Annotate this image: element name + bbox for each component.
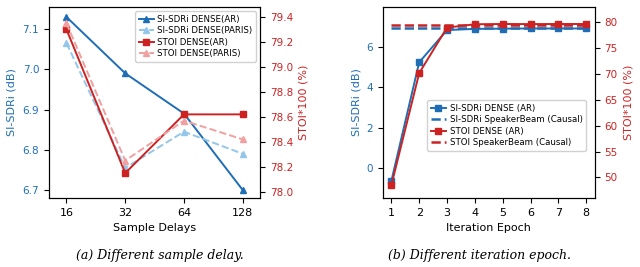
STOI DENSE(PARIS) [180, 119, 188, 122]
Legend: SI-SDRi DENSE(AR), SI-SDRi DENSE(PARIS), STOI DENSE(AR), STOI DENSE(PARIS): SI-SDRi DENSE(AR), SI-SDRi DENSE(PARIS),… [135, 11, 256, 62]
STOI SpeakerBeam (Causal) [527, 23, 534, 26]
STOI DENSE(AR) [63, 28, 70, 31]
X-axis label: Iteration Epoch: Iteration Epoch [446, 223, 531, 233]
STOI SpeakerBeam (Causal) [499, 23, 506, 26]
SI-SDRi DENSE(PARIS) [122, 166, 129, 170]
STOI DENSE(AR) [239, 113, 246, 116]
STOI DENSE (AR) [443, 26, 451, 29]
SI-SDRi SpeakerBeam (Causal) [582, 27, 590, 30]
STOI DENSE(PARIS) [63, 22, 70, 25]
SI-SDRi SpeakerBeam (Causal) [527, 27, 534, 30]
SI-SDRi DENSE (AR) [388, 179, 396, 183]
SI-SDRi SpeakerBeam (Causal) [443, 27, 451, 30]
SI-SDRi SpeakerBeam (Causal) [471, 27, 479, 30]
STOI DENSE (AR) [388, 183, 396, 187]
Line: STOI DENSE (AR): STOI DENSE (AR) [388, 21, 589, 188]
SI-SDRi DENSE (AR) [443, 29, 451, 32]
STOI DENSE (AR) [471, 23, 479, 26]
SI-SDRi SpeakerBeam (Causal) [499, 27, 506, 30]
STOI DENSE(AR) [180, 113, 188, 116]
STOI DENSE (AR) [582, 22, 590, 26]
X-axis label: Sample Delays: Sample Delays [113, 223, 196, 233]
SI-SDRi SpeakerBeam (Causal) [554, 27, 562, 30]
Line: SI-SDRi DENSE(PARIS): SI-SDRi DENSE(PARIS) [63, 40, 246, 171]
STOI DENSE (AR) [415, 72, 423, 75]
STOI SpeakerBeam (Causal) [582, 23, 590, 26]
STOI DENSE (AR) [527, 22, 534, 26]
SI-SDRi SpeakerBeam (Causal) [388, 27, 396, 30]
SI-SDRi DENSE(PARIS) [180, 130, 188, 133]
STOI DENSE (AR) [499, 22, 506, 26]
Line: SI-SDRi DENSE (AR): SI-SDRi DENSE (AR) [388, 26, 589, 184]
STOI DENSE(AR) [122, 171, 129, 175]
STOI SpeakerBeam (Causal) [471, 23, 479, 26]
SI-SDRi DENSE (AR) [415, 61, 423, 64]
Line: STOI DENSE(AR): STOI DENSE(AR) [64, 27, 246, 176]
SI-SDRi DENSE (AR) [471, 27, 479, 30]
Y-axis label: SI-SDRi (dB): SI-SDRi (dB) [351, 69, 361, 136]
STOI SpeakerBeam (Causal) [388, 23, 396, 26]
Y-axis label: STOI*100 (%): STOI*100 (%) [299, 65, 309, 140]
SI-SDRi DENSE (AR) [582, 27, 590, 30]
SI-SDRi DENSE (AR) [499, 27, 506, 30]
SI-SDRi DENSE(PARIS) [63, 42, 70, 45]
SI-SDRi DENSE (AR) [527, 27, 534, 30]
STOI DENSE(PARIS) [122, 159, 129, 162]
STOI DENSE(PARIS) [239, 138, 246, 141]
SI-SDRi DENSE (AR) [554, 27, 562, 30]
Y-axis label: STOI*100 (%): STOI*100 (%) [623, 65, 633, 140]
Line: STOI DENSE(PARIS): STOI DENSE(PARIS) [63, 20, 246, 164]
SI-SDRi DENSE(AR) [122, 72, 129, 75]
Y-axis label: SI-SDRi (dB): SI-SDRi (dB) [7, 69, 17, 136]
Line: SI-SDRi DENSE(AR): SI-SDRi DENSE(AR) [63, 14, 246, 193]
SI-SDRi DENSE(AR) [63, 15, 70, 19]
STOI SpeakerBeam (Causal) [554, 23, 562, 26]
SI-SDRi DENSE(AR) [239, 189, 246, 192]
SI-SDRi DENSE(PARIS) [239, 152, 246, 155]
STOI SpeakerBeam (Causal) [443, 23, 451, 26]
STOI DENSE (AR) [554, 22, 562, 26]
Legend: SI-SDRi DENSE (AR), SI-SDRi SpeakerBeam (Causal), STOI DENSE (AR), STOI SpeakerB: SI-SDRi DENSE (AR), SI-SDRi SpeakerBeam … [428, 100, 586, 151]
Text: (a) Different sample delay.: (a) Different sample delay. [76, 249, 244, 262]
STOI SpeakerBeam (Causal) [415, 23, 423, 26]
SI-SDRi DENSE(AR) [180, 112, 188, 115]
SI-SDRi SpeakerBeam (Causal) [415, 27, 423, 30]
Text: (b) Different iteration epoch.: (b) Different iteration epoch. [388, 249, 572, 262]
